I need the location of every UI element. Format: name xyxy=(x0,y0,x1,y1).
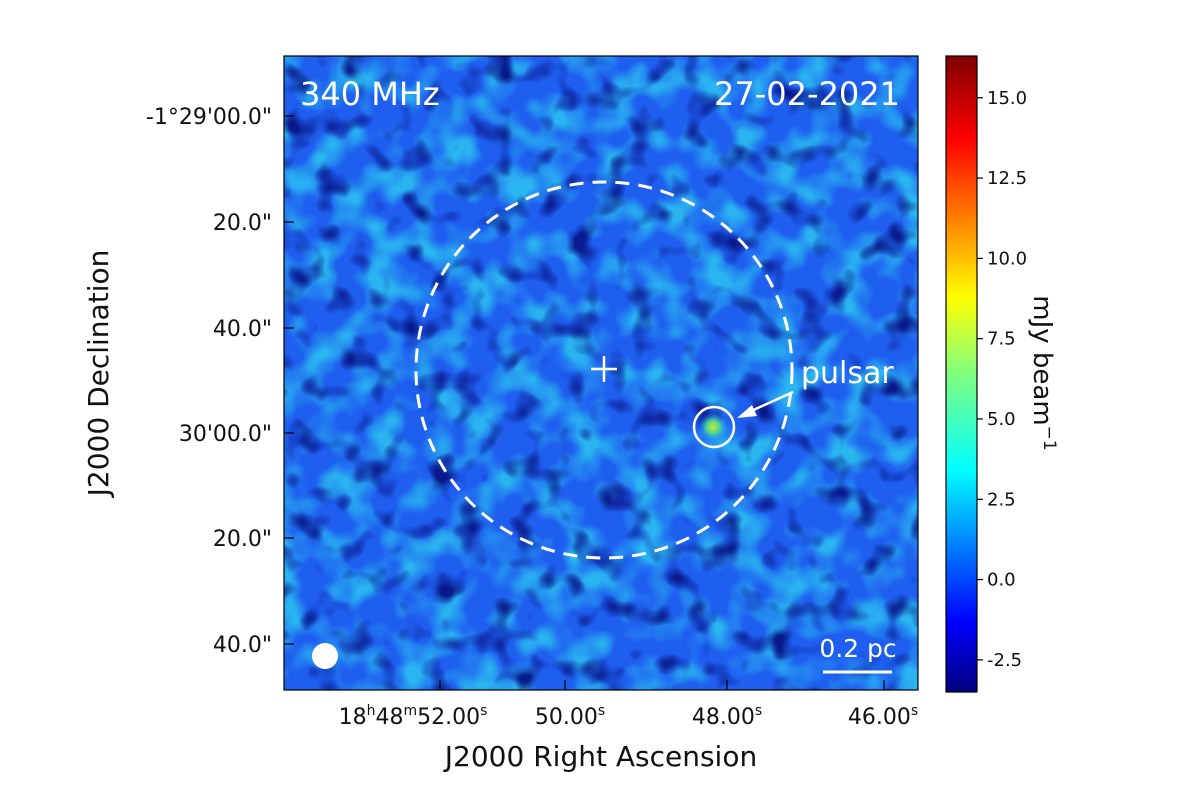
pulsar-label: pulsar xyxy=(801,356,894,391)
colorbar xyxy=(945,55,978,693)
colorbar-tick-label: 12.5 xyxy=(987,168,1027,189)
colorbar-tick-label: 10.0 xyxy=(987,248,1027,269)
ra-tick-label: 48.00s xyxy=(692,703,762,730)
pulsar-marker-circle xyxy=(692,405,736,449)
colorbar-tick-label: 15.0 xyxy=(987,88,1027,109)
ra-axis: 18h48m52.00s 50.00s 48.00s 46.00s xyxy=(339,680,918,730)
scale-bar-label: 0.2 pc xyxy=(819,634,896,663)
ra-tick-label: 46.00s xyxy=(848,703,918,730)
y-axis-label: J2000 Declination xyxy=(82,250,115,499)
colorbar-label: mJy beam−1 xyxy=(1027,295,1059,450)
dec-tick-label: -1°29'00.0" xyxy=(146,105,272,130)
colorbar-tick-label: 7.5 xyxy=(987,329,1016,350)
frequency-label: 340 MHz xyxy=(300,75,440,113)
dec-tick-label: 20.0" xyxy=(213,211,272,236)
colorbar-tick-label: 5.0 xyxy=(987,409,1016,430)
date-label: 27-02-2021 xyxy=(714,75,900,113)
colorbar-ticks: 15.0 12.5 10.0 7.5 5.0 2.5 0.0 -2.5 xyxy=(977,88,1027,671)
colorbar-tick-label: 0.0 xyxy=(987,570,1016,591)
dec-tick-label: 40.0" xyxy=(213,317,272,342)
dec-axis: -1°29'00.0" 20.0" 40.0" 30'00.0" 20.0" 4… xyxy=(146,105,294,658)
colorbar-tick-label: -2.5 xyxy=(987,650,1022,671)
beam-ellipse xyxy=(312,643,338,669)
dec-tick-label: 40.0" xyxy=(213,633,272,658)
map-frame xyxy=(283,55,919,691)
radio-map xyxy=(284,56,918,690)
ra-tick-label: 50.00s xyxy=(535,703,605,730)
colorbar-tick-label: 2.5 xyxy=(987,489,1016,510)
dec-tick-label: 30'00.0" xyxy=(179,422,272,447)
pulsar-arrow xyxy=(737,390,794,418)
dec-tick-label: 20.0" xyxy=(213,527,272,552)
pulsar-emission xyxy=(699,413,727,441)
ra-tick-label: 18h48m52.00s xyxy=(339,703,488,730)
x-axis-label: J2000 Right Ascension xyxy=(443,740,757,773)
center-cross-marker xyxy=(591,356,617,382)
search-region-circle xyxy=(414,180,794,560)
